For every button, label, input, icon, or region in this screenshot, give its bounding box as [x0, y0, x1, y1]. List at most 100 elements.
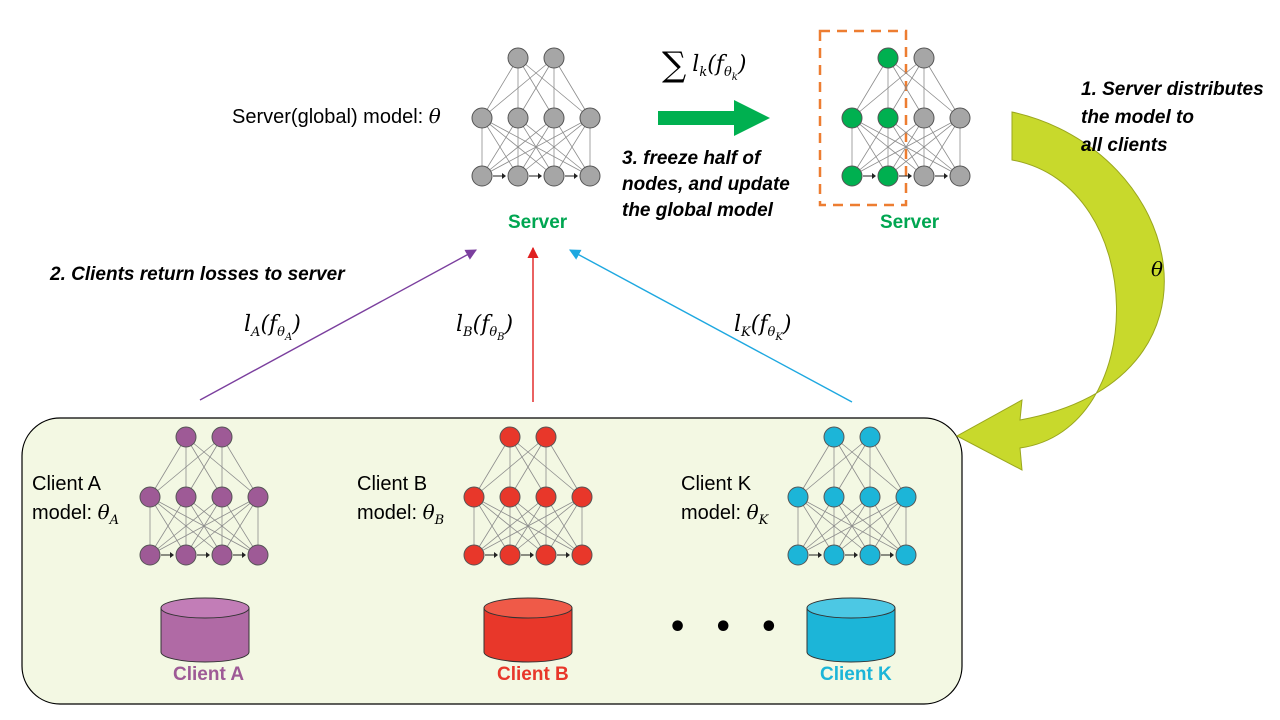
node: [211, 426, 233, 448]
client-b-theta: θ: [422, 500, 435, 524]
client-a-model-label: Client A model: θA: [32, 470, 119, 535]
node: [913, 47, 935, 69]
edge: [481, 117, 591, 177]
node: [841, 107, 863, 129]
node: [499, 486, 521, 508]
flow-arrowhead: [574, 173, 578, 179]
node: [535, 486, 557, 508]
edge: [797, 436, 835, 498]
node: [579, 165, 601, 187]
node: [499, 426, 521, 448]
edge: [149, 496, 223, 556]
loss-a-f: (f: [260, 312, 278, 337]
sum-theta: θ: [723, 65, 732, 80]
flow-arrowhead: [494, 552, 498, 558]
edge: [553, 117, 591, 177]
node: [841, 165, 863, 187]
edge: [149, 436, 223, 498]
step3-line3: the global model: [622, 200, 773, 221]
edge: [509, 436, 547, 498]
node: [175, 544, 197, 566]
node: [877, 165, 899, 187]
database-body: [806, 607, 896, 663]
loss-k-theta: θ: [767, 325, 776, 340]
flow-arrowhead: [530, 552, 534, 558]
node: [571, 486, 593, 508]
sum-close: ): [737, 52, 747, 77]
edge: [473, 496, 511, 556]
database-body: [483, 607, 573, 663]
edge: [851, 117, 889, 177]
node: [579, 107, 601, 129]
node: [895, 486, 917, 508]
node: [211, 544, 233, 566]
updated-server-label: Server: [880, 212, 940, 233]
node: [535, 426, 557, 448]
node: [463, 486, 485, 508]
loss-arrow-k: [569, 249, 853, 403]
client-k-model-label: Client K model: θK: [681, 470, 768, 535]
loss-b-l: l: [456, 312, 464, 337]
ellipsis: • • •: [668, 610, 787, 645]
flow-arrowhead: [818, 552, 822, 558]
client-k-db-label: Client K: [820, 664, 892, 685]
distribution-theta: θ: [1151, 257, 1164, 281]
edge: [553, 57, 591, 119]
edge: [545, 436, 583, 498]
node: [787, 544, 809, 566]
node: [139, 486, 161, 508]
node: [247, 486, 269, 508]
node: [175, 426, 197, 448]
node: [211, 486, 233, 508]
edge: [473, 496, 547, 556]
edge: [481, 117, 519, 177]
node: [787, 486, 809, 508]
sum-theta-sub: k: [731, 72, 738, 83]
edge: [797, 436, 871, 498]
edge: [797, 496, 871, 556]
node: [175, 486, 197, 508]
step2-text: 2. Clients return losses to server: [50, 264, 345, 285]
loss-b-label: lB(fθB): [456, 312, 513, 344]
loss-a-close: ): [292, 312, 301, 337]
loss-b-sub: B: [463, 325, 473, 340]
client-b-model-label: Client B model: θB: [357, 470, 444, 535]
loss-k-l: l: [734, 312, 742, 337]
step1-line2: the model to: [1081, 107, 1194, 128]
step3-text: 3. freeze half of nodes, and update the …: [622, 146, 790, 224]
node: [859, 426, 881, 448]
network-edges: [851, 57, 961, 179]
flow-arrowhead: [908, 173, 912, 179]
edge: [517, 117, 591, 177]
node: [859, 486, 881, 508]
edge: [851, 57, 889, 119]
node: [139, 544, 161, 566]
client-b-model-text: model:: [357, 502, 418, 524]
node: [859, 544, 881, 566]
node: [543, 47, 565, 69]
node: [913, 107, 935, 129]
sum-k: k: [699, 65, 708, 80]
node: [543, 107, 565, 129]
node: [913, 165, 935, 187]
client-a-model-text: model:: [32, 502, 93, 524]
flow-arrowhead: [242, 552, 246, 558]
client-a-database-icon: [160, 597, 250, 663]
loss-arrow-a: [199, 249, 477, 401]
client-k-model-text: model:: [681, 502, 742, 524]
node: [895, 544, 917, 566]
edge: [545, 496, 583, 556]
edge: [517, 57, 555, 119]
node: [823, 426, 845, 448]
client-k-network: [787, 426, 917, 566]
client-k-theta: θ: [746, 500, 759, 524]
flow-arrowhead: [944, 173, 948, 179]
loss-a-l: l: [244, 312, 252, 337]
edge: [473, 436, 547, 498]
node: [877, 107, 899, 129]
node: [949, 107, 971, 129]
node: [949, 165, 971, 187]
edge: [923, 57, 961, 119]
database-top: [160, 597, 250, 619]
